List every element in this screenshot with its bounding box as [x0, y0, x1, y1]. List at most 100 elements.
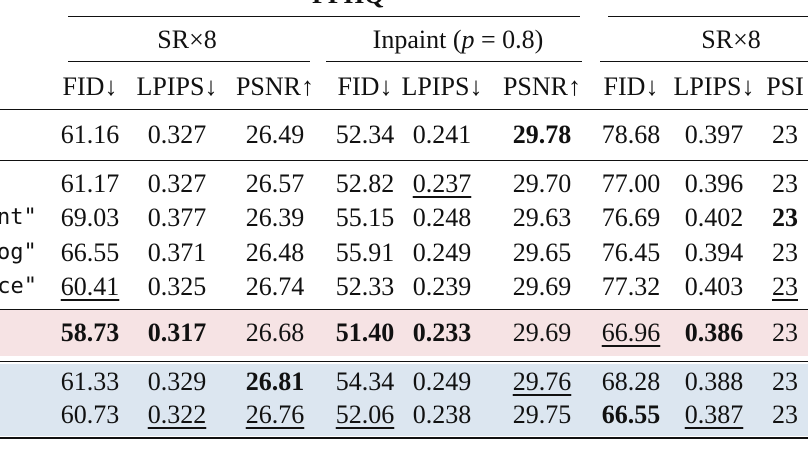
group-rule-1 — [68, 61, 310, 62]
column-header: FID↓ — [603, 72, 659, 101]
table-cell: 0.248 — [412, 203, 472, 232]
table-cell: 60.41 — [60, 272, 120, 301]
column-header: LPIPS↓ — [401, 72, 483, 101]
group-header-sr-1: SR×8 — [157, 25, 217, 54]
table-cell: 77.00 — [601, 169, 661, 198]
column-header: PSNR↑ — [502, 72, 582, 101]
table-cell: 29.65 — [512, 238, 572, 267]
header-rule — [0, 109, 808, 110]
highlight-rows-band — [0, 364, 808, 436]
table-cell: 0.386 — [684, 318, 744, 347]
table-cell: 26.48 — [245, 238, 305, 267]
table-cell: 29.69 — [512, 272, 572, 301]
group-rule-2 — [326, 61, 582, 62]
bottom-rule — [0, 437, 808, 439]
table-cell: 66.55 — [60, 238, 120, 267]
table-cell: 29.75 — [512, 400, 572, 429]
group-header-sr-2: SR×8 — [701, 25, 761, 54]
table-cell: 0.387 — [684, 400, 744, 429]
table-cell: 23 — [772, 400, 798, 429]
table-cell: 61.16 — [60, 120, 120, 149]
table-cell: 0.237 — [412, 169, 472, 198]
column-header: FID↓ — [337, 72, 393, 101]
table-cell: 58.73 — [60, 318, 120, 347]
row-label-2: og" — [0, 240, 37, 265]
table-cell: 0.327 — [147, 169, 207, 198]
table-cell: 29.70 — [512, 169, 572, 198]
table-cell: 0.388 — [684, 367, 744, 396]
table-cell: 68.28 — [601, 367, 661, 396]
group-rule-3 — [600, 61, 808, 62]
table-cell: 29.63 — [512, 203, 572, 232]
section-rule-2 — [0, 309, 808, 310]
table-cell: 0.394 — [684, 238, 744, 267]
table-cell: 26.74 — [245, 272, 305, 301]
section-rule-3 — [0, 361, 808, 362]
table-cell: 26.57 — [245, 169, 305, 198]
table-cell: 26.81 — [245, 367, 305, 396]
table-cell: 0.317 — [147, 318, 207, 347]
highlight-row-band — [0, 310, 808, 356]
column-header: PSNR↑ — [235, 72, 315, 101]
table-cell: 61.17 — [60, 169, 120, 198]
table-cell: 26.39 — [245, 203, 305, 232]
table-cell: 23 — [772, 238, 798, 267]
table-cell: 0.396 — [684, 169, 744, 198]
table-cell: 69.03 — [60, 203, 120, 232]
table-cell: 61.33 — [60, 367, 120, 396]
table-cell: 26.76 — [245, 400, 305, 429]
column-header: LPIPS↓ — [136, 72, 218, 101]
table-cell: 0.327 — [147, 120, 207, 149]
top-rule-left — [68, 16, 580, 17]
table-cell: 77.32 — [601, 272, 661, 301]
row-label-1: nt" — [0, 205, 37, 230]
table-cell: 0.377 — [147, 203, 207, 232]
row-label-3: ace" — [0, 274, 37, 299]
table-cell: 0.329 — [147, 367, 207, 396]
table-cell: 52.06 — [335, 400, 395, 429]
table-cell: 78.68 — [601, 120, 661, 149]
table-cell: 76.69 — [601, 203, 661, 232]
group-header-inpaint-prefix: Inpaint ( — [372, 25, 462, 54]
table-cell: 0.403 — [684, 272, 744, 301]
table-cell: 76.45 — [601, 238, 661, 267]
group-header-inpaint-suffix: = 0.8) — [474, 25, 544, 54]
table-cell: 23 — [772, 120, 798, 149]
group-header-inpaint: Inpaint (p = 0.8) — [373, 25, 544, 55]
table-cell: 0.249 — [412, 238, 472, 267]
table-cell: 51.40 — [335, 318, 395, 347]
table-cell: 0.325 — [147, 272, 207, 301]
table-cell: 54.34 — [335, 367, 395, 396]
group-header-inpaint-var: p — [461, 25, 475, 54]
table-cell: 0.239 — [412, 272, 472, 301]
top-rule-right — [608, 16, 808, 17]
table-cell: 60.73 — [60, 400, 120, 429]
table-cell: 26.68 — [245, 318, 305, 347]
table-cell: 0.322 — [147, 400, 207, 429]
table-cell: 0.249 — [412, 367, 472, 396]
table-cell: 26.49 — [245, 120, 305, 149]
table-cell: 23 — [772, 203, 798, 232]
table-cell: 0.233 — [412, 318, 472, 347]
table-cell: 23 — [772, 169, 798, 198]
column-header: FID↓ — [62, 72, 118, 101]
section-rule-1 — [0, 160, 808, 161]
table-cell: 29.76 — [512, 367, 572, 396]
table-cell: 23 — [772, 318, 798, 347]
table-cell: 52.82 — [335, 169, 395, 198]
table-cell: 52.34 — [335, 120, 395, 149]
table-cell: 29.69 — [512, 318, 572, 347]
table-cell: 0.402 — [684, 203, 744, 232]
table-cell: 52.33 — [335, 272, 395, 301]
table-cell: 23 — [772, 272, 798, 301]
table-cell: 29.78 — [512, 120, 572, 149]
table-cell: 0.241 — [412, 120, 472, 149]
table-cell: 0.397 — [684, 120, 744, 149]
table-cell: 55.91 — [335, 238, 395, 267]
dataset-title: FFHQ — [312, 0, 384, 10]
table-cell: 55.15 — [335, 203, 395, 232]
column-header: LPIPS↓ — [673, 72, 755, 101]
table-cell: 23 — [772, 367, 798, 396]
column-header: PSI — [766, 72, 804, 101]
table-cell: 0.371 — [147, 238, 207, 267]
